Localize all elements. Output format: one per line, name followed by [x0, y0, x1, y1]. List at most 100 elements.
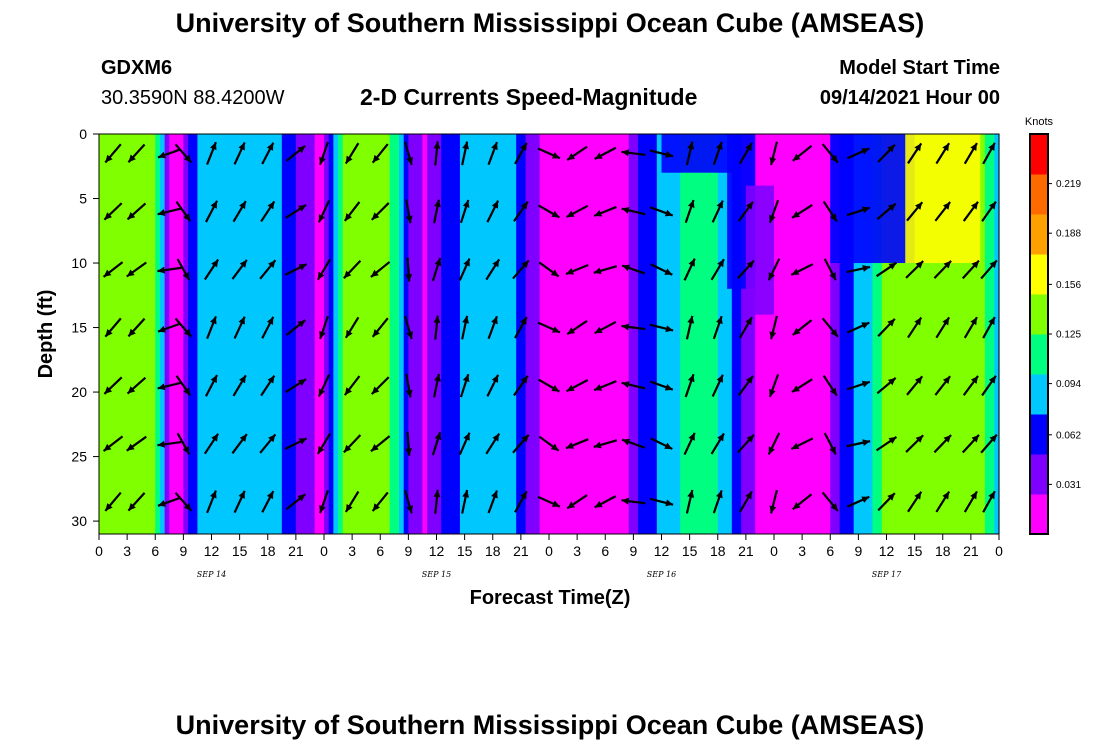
x-tick-label: 15 — [232, 543, 248, 559]
speed-column — [441, 134, 447, 534]
chart-subtitle: 2-D Currents Speed-Magnitude — [360, 84, 698, 110]
current-arrow — [284, 263, 308, 276]
current-arrow — [594, 495, 617, 509]
current-arrow — [846, 495, 870, 508]
speed-column — [549, 134, 555, 534]
speed-column — [656, 134, 663, 534]
speed-column — [924, 134, 930, 534]
current-arrow — [404, 489, 414, 514]
speed-column — [342, 134, 349, 534]
speed-column — [511, 134, 517, 534]
current-arrow — [432, 373, 441, 398]
x-tick-label: 21 — [963, 543, 979, 559]
current-arrow — [736, 434, 755, 454]
speed-column — [380, 134, 386, 534]
speed-column — [413, 134, 419, 534]
y-tick-label: 10 — [71, 255, 87, 271]
current-arrow — [316, 258, 332, 281]
colorbar-segment — [1030, 334, 1048, 375]
speed-column — [258, 134, 264, 534]
current-arrow — [126, 376, 147, 395]
current-arrow — [846, 321, 870, 334]
current-arrow — [344, 490, 360, 513]
speed-column — [642, 134, 649, 534]
current-arrow — [405, 431, 413, 456]
speed-column — [755, 134, 761, 534]
speed-column — [211, 134, 217, 534]
x-tick-label: 6 — [826, 543, 834, 559]
current-arrow — [206, 315, 217, 340]
x-tick-label: 9 — [854, 543, 862, 559]
speed-column — [774, 134, 780, 534]
y-tick-label: 0 — [79, 126, 87, 142]
current-arrow — [907, 316, 923, 339]
current-arrow — [712, 315, 723, 340]
x-tick-label: 21 — [288, 543, 304, 559]
speed-column — [197, 134, 203, 534]
current-arrow — [905, 434, 924, 453]
speed-column — [914, 134, 920, 534]
current-arrow — [261, 490, 275, 513]
current-arrow — [343, 260, 362, 279]
current-arrow — [769, 315, 778, 340]
current-arrow — [157, 148, 181, 159]
current-arrow — [344, 142, 360, 165]
speed-column — [333, 134, 339, 534]
speed-column — [99, 134, 105, 534]
current-arrow — [126, 202, 147, 221]
current-arrow — [712, 490, 723, 514]
current-arrow — [204, 374, 219, 397]
speed-column — [886, 134, 892, 534]
station-id: GDXM6 — [101, 57, 173, 79]
current-arrow — [593, 439, 618, 449]
colorbar-segment — [1030, 174, 1048, 215]
colorbar-tick-label: 0.031 — [1056, 480, 1081, 491]
current-arrow — [877, 492, 896, 512]
speed-column — [417, 134, 424, 534]
current-arrow — [875, 261, 898, 278]
speed-column — [202, 134, 208, 534]
current-arrow — [233, 490, 246, 514]
speed-column — [802, 134, 808, 534]
current-arrow — [685, 141, 695, 166]
speed-column — [961, 134, 967, 534]
current-arrow — [791, 204, 813, 219]
speed-column — [502, 134, 508, 534]
x-tick-label: 12 — [429, 543, 445, 559]
y-tick-label: 25 — [71, 449, 87, 465]
speed-column — [263, 134, 269, 534]
current-arrow — [233, 316, 246, 339]
colorbar-tick-label: 0.188 — [1056, 229, 1081, 240]
x-tick-label: 21 — [738, 543, 754, 559]
current-arrow — [683, 258, 696, 281]
current-arrow — [204, 200, 219, 223]
y-tick-label: 15 — [71, 320, 87, 336]
current-arrow — [433, 489, 441, 514]
current-arrow — [792, 493, 813, 511]
current-arrow — [649, 323, 674, 333]
current-arrow — [982, 490, 996, 513]
current-arrow — [157, 496, 181, 507]
speed-column — [759, 134, 766, 534]
current-arrow — [792, 145, 813, 162]
current-arrow — [206, 490, 217, 514]
current-arrow — [846, 206, 871, 217]
speed-column — [244, 134, 250, 534]
speed-column — [497, 134, 503, 534]
current-arrow — [649, 497, 674, 507]
speed-column — [666, 134, 672, 534]
x-tick-label: 6 — [151, 543, 159, 559]
speed-column — [863, 134, 869, 534]
current-arrow — [157, 266, 182, 274]
model-start-label: Model Start Time — [839, 57, 1000, 79]
speed-column — [975, 134, 981, 534]
speed-column — [919, 134, 925, 534]
current-arrow — [877, 143, 896, 163]
speed-column — [150, 134, 156, 534]
speed-column — [338, 134, 344, 534]
speed-column — [394, 134, 400, 534]
colorbar-tick-label: 0.219 — [1056, 179, 1081, 190]
chart-area: 0 3 6 9 12 15 18 21 0 3 6 9 12 15 18 21 0 3 6 9 12 15 18 21 0 3 6 9… — [35, 116, 1081, 609]
current-arrow — [621, 497, 646, 505]
current-arrow — [157, 440, 182, 448]
